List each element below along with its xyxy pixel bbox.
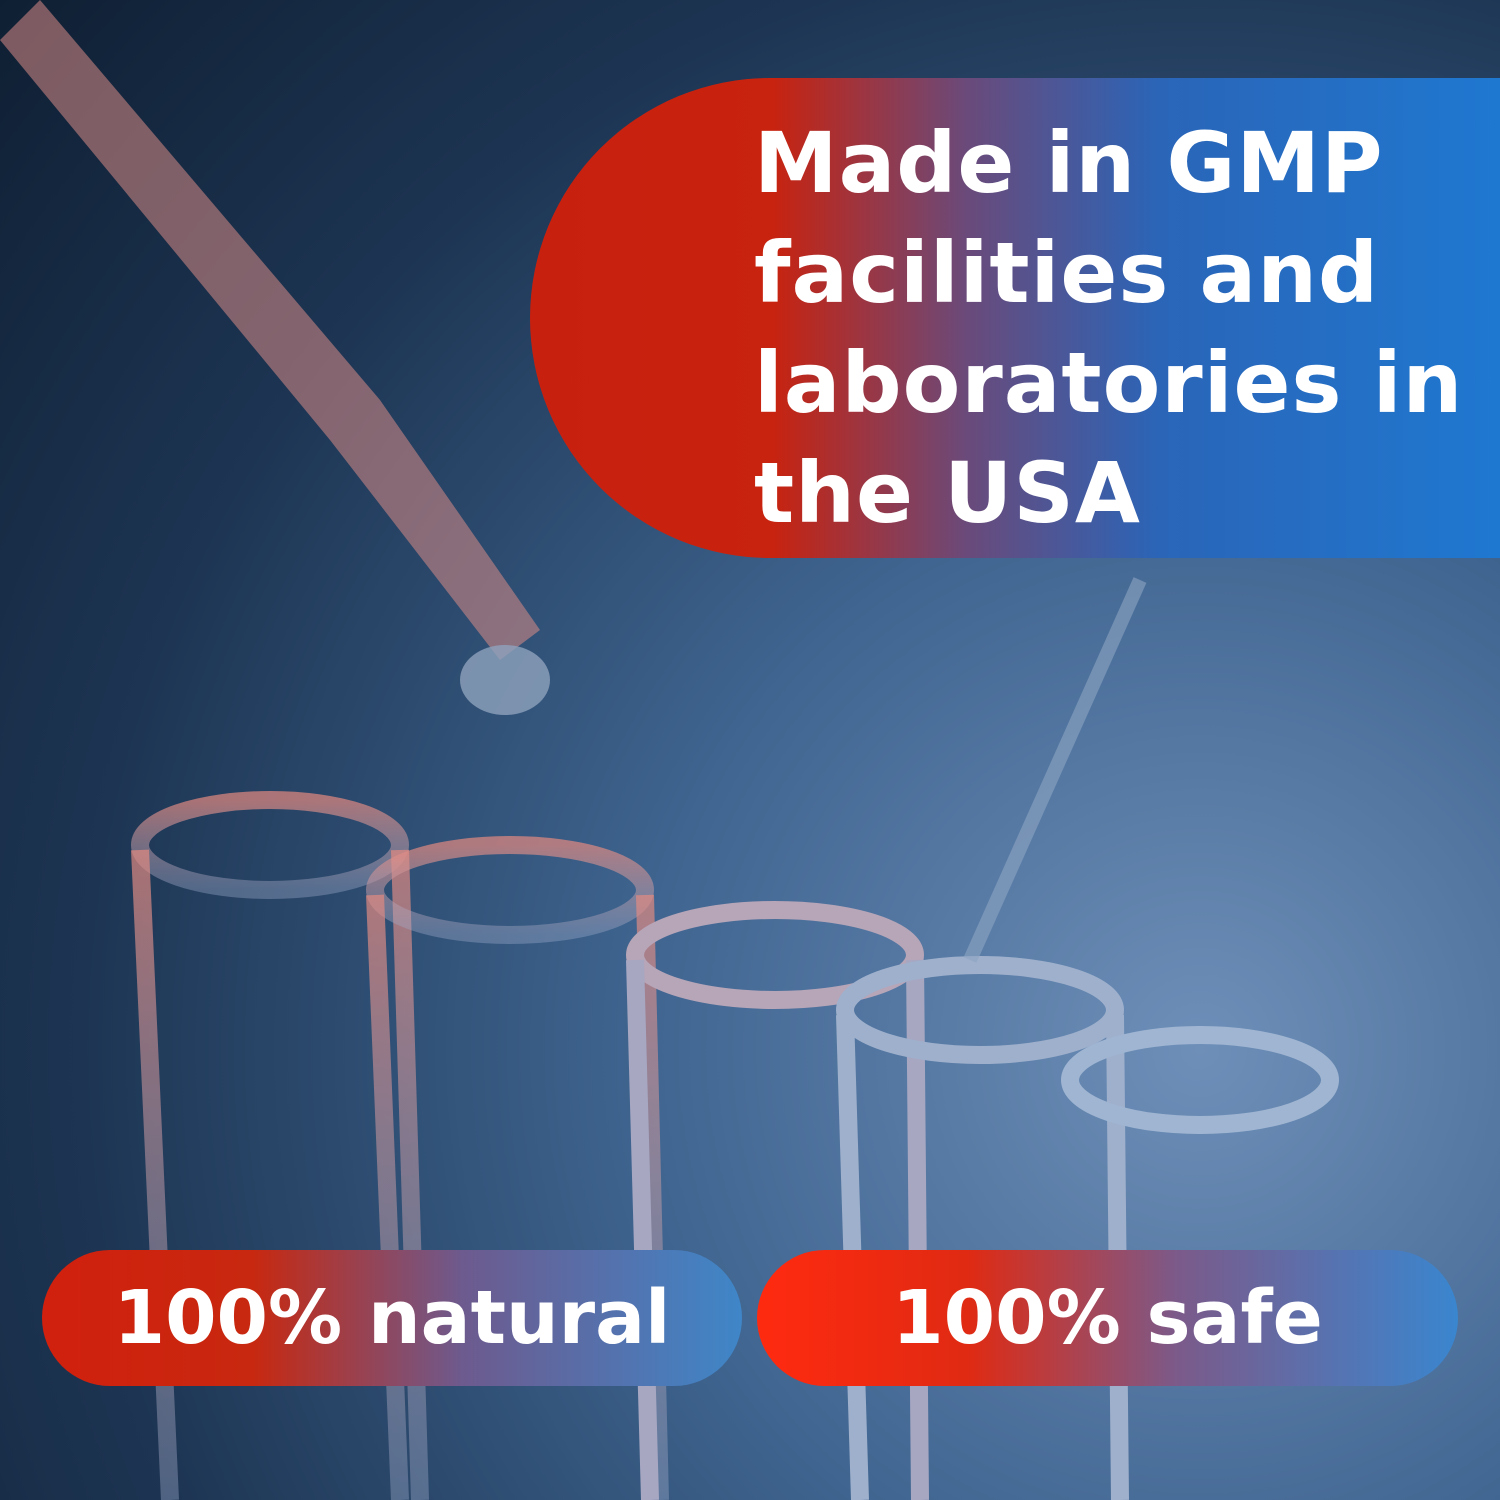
banner-line: Made in GMP xyxy=(754,114,1384,212)
safe-badge: 100% safe xyxy=(757,1250,1458,1386)
rod xyxy=(963,577,1147,963)
gmp-banner: Made in GMP facilities and laboratories … xyxy=(530,78,1500,558)
natural-badge: 100% natural xyxy=(42,1250,742,1386)
pipette xyxy=(0,0,550,715)
test-tubes xyxy=(131,791,1339,1500)
banner-line: the USA xyxy=(754,444,1141,542)
safe-badge-label: 100% safe xyxy=(892,1275,1323,1361)
banner-line: facilities and xyxy=(754,224,1380,322)
natural-badge-label: 100% natural xyxy=(113,1275,671,1361)
banner-text: Made in GMP facilities and laboratories … xyxy=(754,108,1463,548)
banner-line: laboratories in xyxy=(754,334,1464,432)
